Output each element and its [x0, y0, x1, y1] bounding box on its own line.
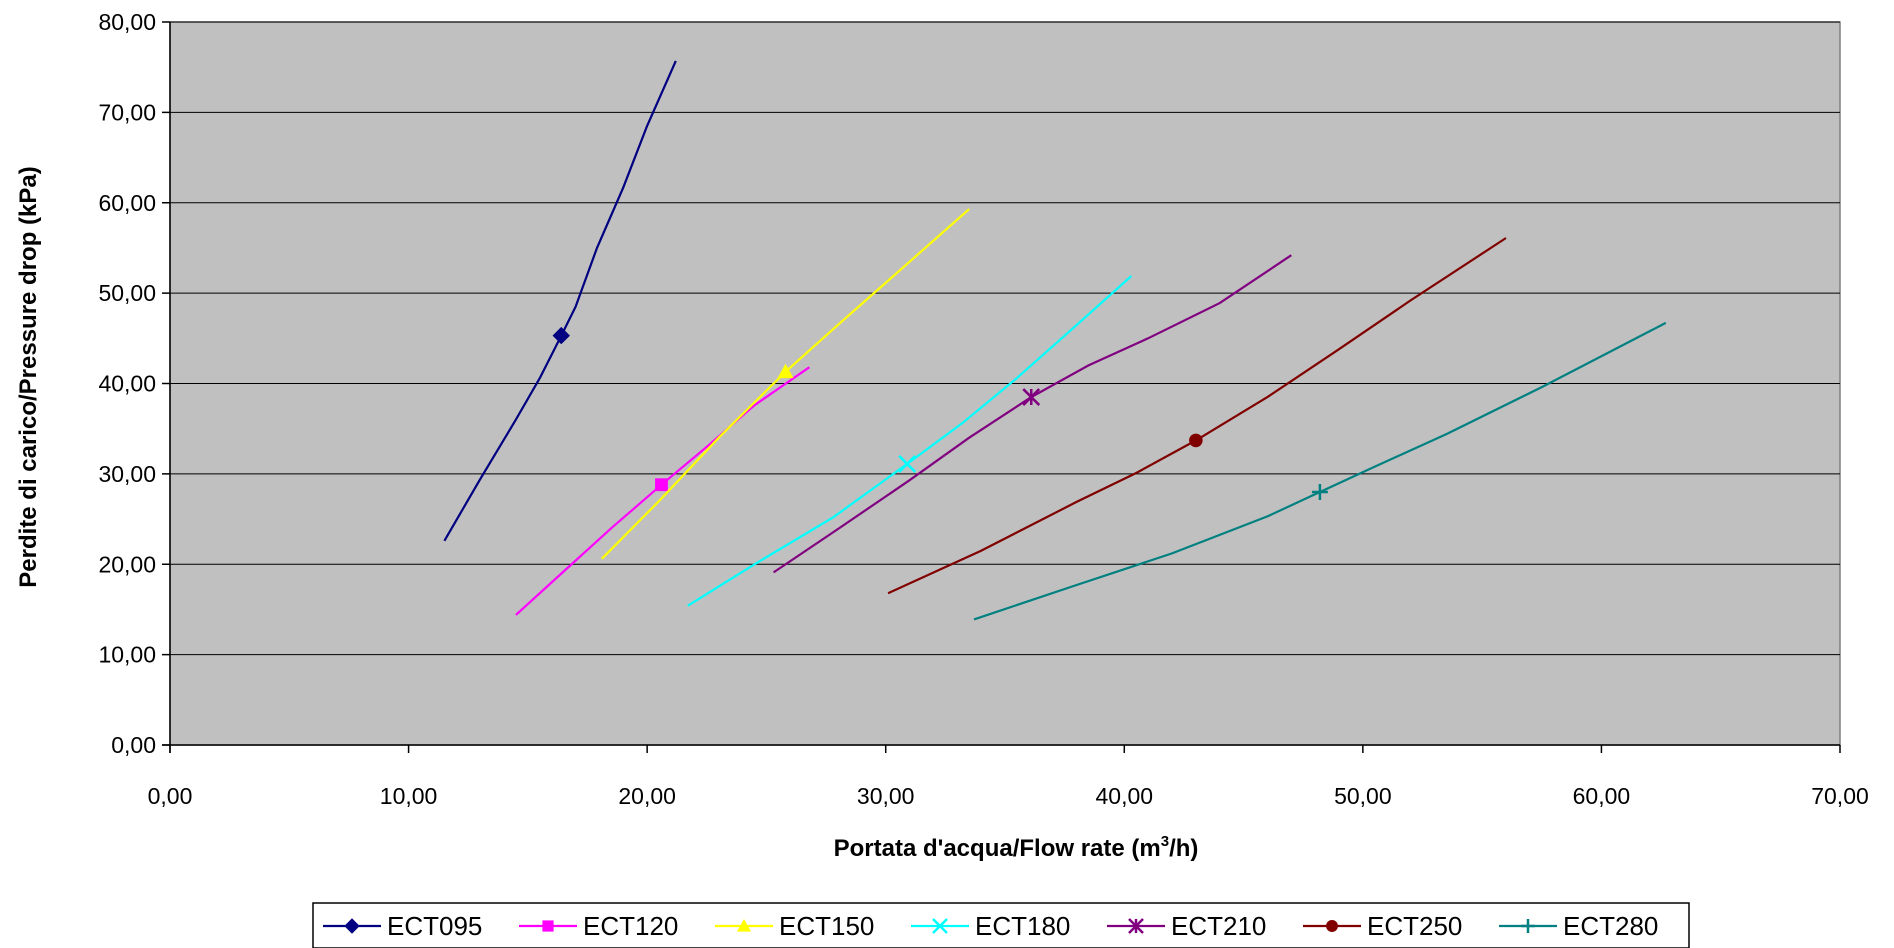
x-tick-label: 70,00	[1811, 783, 1869, 809]
y-tick-label: 10,00	[98, 642, 156, 668]
y-tick-label: 60,00	[98, 190, 156, 216]
legend-label-ect095: ECT095	[387, 911, 482, 941]
x-axis-ticks: 0,00 10,00 20,00 30,00 40,00 50,00 60,00 70,00	[148, 745, 1869, 809]
y-axis-ticks: 0,00 10,00 20,00 30,00 40,00 50,00 60,00 70,00 8…	[98, 9, 170, 758]
marker-diamond	[552, 326, 570, 345]
marker-square	[655, 478, 668, 492]
x-tick-label: 30,00	[857, 783, 915, 809]
y-tick-label: 20,00	[98, 551, 156, 577]
marker-x	[932, 918, 948, 934]
y-tick-label: 30,00	[98, 461, 156, 487]
x-axis-title: Portata d'acqua/Flow rate (m3/h)	[834, 833, 1199, 862]
marker-plus	[1311, 483, 1328, 500]
x-tick-label: 0,00	[148, 783, 193, 809]
marker-circle	[1189, 433, 1203, 448]
x-tick-label: 10,00	[380, 783, 438, 809]
legend-label-ect250: ECT250	[1367, 911, 1462, 941]
legend-label-ect150: ECT150	[779, 911, 874, 941]
marker-asterisk	[1128, 918, 1144, 934]
marker-triangle	[777, 363, 794, 379]
y-tick-label: 0,00	[111, 732, 156, 758]
marker-triangle	[737, 919, 751, 932]
y-tick-label: 70,00	[98, 99, 156, 125]
legend-label-ect120: ECT120	[583, 911, 678, 941]
legend-label-ect180: ECT180	[975, 911, 1070, 941]
series-line-ect095	[443, 60, 677, 542]
legend-label-ect210: ECT210	[1171, 911, 1266, 941]
y-tick-label: 40,00	[98, 371, 156, 397]
marker-circle	[1326, 920, 1338, 932]
marker-diamond	[344, 918, 360, 934]
plot-area	[162, 21, 1841, 753]
y-tick-label: 80,00	[98, 9, 156, 35]
x-tick-label: 40,00	[1096, 783, 1154, 809]
series-line-ect180	[687, 275, 1133, 607]
marker-square	[542, 920, 554, 932]
y-axis-title: Perdite di carico/Pressure drop (kPa)	[15, 166, 42, 588]
marker-asterisk	[1022, 388, 1041, 406]
x-tick-label: 20,00	[618, 783, 676, 809]
y-tick-label: 50,00	[98, 280, 156, 306]
marker-plus	[1521, 919, 1535, 933]
legend-label-ect280: ECT280	[1563, 911, 1658, 941]
x-tick-label: 50,00	[1334, 783, 1392, 809]
series-lines	[443, 60, 1667, 621]
x-tick-label: 60,00	[1573, 783, 1631, 809]
marker-x	[898, 455, 917, 473]
legend: ECT095 ECT120 ECT150 ECT180 ECT210 ECT250 ECT2…	[323, 911, 1658, 941]
